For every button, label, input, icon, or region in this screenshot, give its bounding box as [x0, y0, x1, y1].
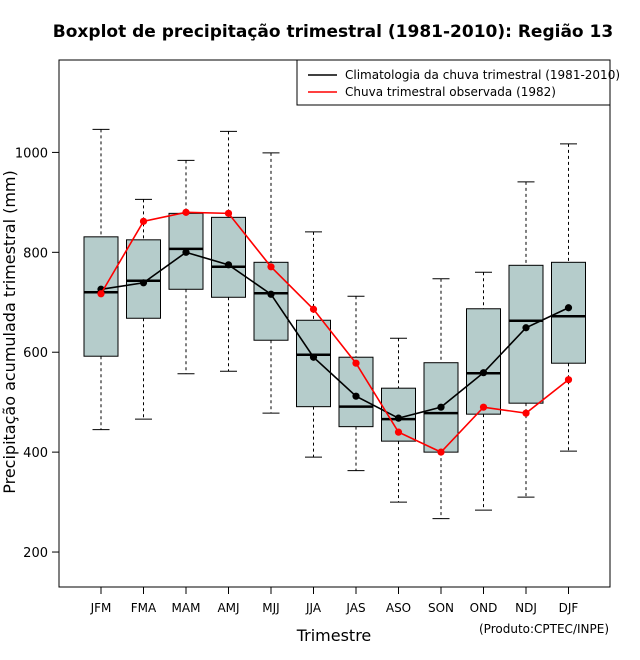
- x-tick-label-jfm: JFM: [90, 601, 112, 615]
- legend-box: [296, 59, 611, 106]
- point-observed-ond: [479, 403, 488, 411]
- x-tick-label-ond: OND: [470, 601, 498, 615]
- x-tick-label-jja: JJA: [305, 601, 322, 615]
- x-tick-label-jas: JAS: [345, 601, 365, 615]
- point-observed-mam: [182, 208, 190, 216]
- point-observed-jfm: [97, 290, 105, 298]
- point-observed-jas: [352, 359, 360, 367]
- point-observed-son: [437, 448, 445, 456]
- x-axis: JFM FMA MAM AMJ MJJ JJA JAS ASO SON OND NDJ DJF: [90, 587, 579, 615]
- point-climatology-mam: [182, 248, 190, 256]
- box-ond: [466, 308, 501, 415]
- point-climatology-ond: [479, 369, 488, 377]
- point-observed-aso: [394, 428, 403, 436]
- x-tick-label-ndj: NDJ: [515, 601, 537, 615]
- y-axis: 200 400 600 800 1000: [15, 146, 59, 561]
- point-observed-jja: [309, 305, 318, 313]
- legend: Climatologia da chuva trimestral (1981-2…: [296, 59, 620, 106]
- series-line-observed: [100, 211, 569, 454]
- x-tick-label-amj: AMJ: [217, 601, 239, 615]
- point-observed-fma: [139, 217, 148, 225]
- point-observed-mjj: [267, 263, 275, 271]
- point-climatology-fma: [139, 279, 148, 287]
- series-layer: [97, 208, 573, 456]
- point-climatology-djf: [564, 304, 573, 312]
- point-climatology-aso: [394, 414, 403, 422]
- box-amj: [211, 216, 246, 298]
- x-tick-label-son: SON: [428, 601, 454, 615]
- y-tick-label-400: 400: [23, 446, 48, 461]
- box-jja: [296, 319, 331, 408]
- point-climatology-mjj: [267, 290, 275, 298]
- y-tick-label-800: 800: [23, 246, 48, 261]
- x-tick-label-aso: ASO: [386, 601, 411, 615]
- x-tick-label-mjj: MJJ: [262, 601, 279, 615]
- y-tick-label-200: 200: [23, 546, 48, 561]
- x-axis-label: Trimestre: [296, 626, 372, 645]
- x-tick-label-fma: FMA: [131, 601, 157, 615]
- boxes-layer: [83, 128, 586, 520]
- point-observed-djf: [564, 376, 573, 384]
- box-son: [423, 362, 459, 453]
- x-tick-label-mam: MAM: [172, 601, 201, 615]
- x-tick-label-djf: DJF: [559, 601, 579, 615]
- point-climatology-amj: [224, 261, 233, 269]
- point-climatology-jja: [309, 353, 318, 361]
- box-fma: [126, 239, 161, 319]
- series-line-climatology: [100, 251, 569, 420]
- chart-title: Boxplot de precipitação trimestral (1981…: [53, 22, 613, 42]
- point-observed-amj: [224, 209, 233, 217]
- y-tick-label-600: 600: [23, 346, 48, 361]
- legend-climatology-label: Climatologia da chuva trimestral (1981-2…: [345, 68, 620, 82]
- point-climatology-ndj: [522, 324, 530, 332]
- point-climatology-son: [437, 403, 445, 411]
- point-observed-ndj: [522, 409, 530, 417]
- box-mjj: [253, 261, 289, 341]
- y-axis-label: Precipitação acumulada trimestral (mm): [0, 170, 19, 494]
- product-credit: (Produto:CPTEC/INPE): [479, 622, 609, 636]
- point-climatology-jas: [352, 392, 360, 400]
- y-tick-label-1000: 1000: [15, 146, 48, 161]
- legend-observed-label: Chuva trimestral observada (1982): [345, 85, 556, 99]
- box-ndj: [508, 264, 544, 404]
- box-jas: [338, 356, 374, 428]
